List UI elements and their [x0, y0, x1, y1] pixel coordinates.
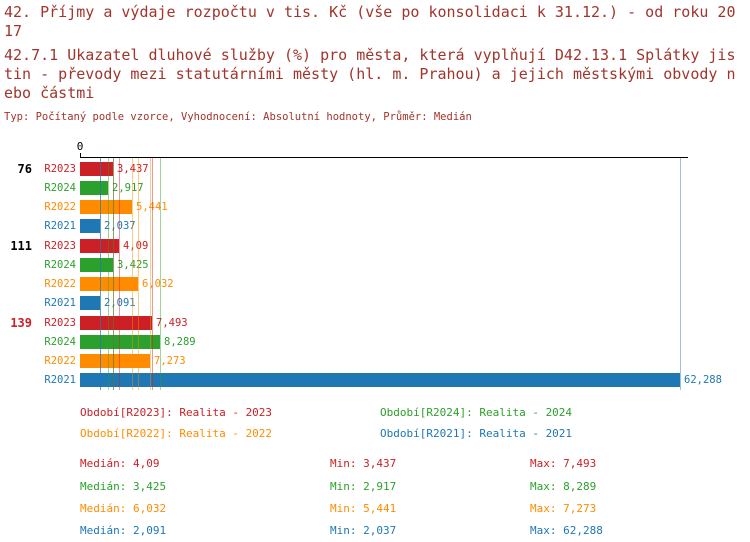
marker-median-R2021	[100, 158, 101, 390]
bar-series-label-R2022: R2022	[44, 355, 76, 367]
bar-139-R2024	[80, 335, 160, 349]
legend-item-R2023: Období[R2023]: Realita - 2023	[80, 406, 273, 419]
stat-max-R2021: Max: 62,288	[530, 524, 603, 537]
legend-item-R2021: Období[R2021]: Realita - 2021	[380, 427, 573, 440]
bar-111-R2021	[80, 296, 100, 310]
group-label-139: 139	[10, 316, 32, 330]
bar-value-label: 2,917	[112, 182, 144, 194]
chart-subtitle: 42.7.1 Ukazatel dluhové služby (%) pro m…	[4, 46, 736, 102]
x-axis-tick	[80, 153, 81, 157]
bar-series-label-R2021: R2021	[44, 220, 76, 232]
stat-max-R2023: Max: 7,493	[530, 457, 597, 470]
stat-min-R2024: Min: 2,917	[330, 480, 397, 493]
x-axis-line	[80, 157, 688, 158]
bar-series-label-R2021: R2021	[44, 297, 76, 309]
bar-76-R2021	[80, 219, 100, 233]
plot-area: 76 R2023 3,437 R2024 2,917 R2022 5,441 R2021 2,0…	[0, 158, 750, 390]
stat-min-R2023: Min: 3,437	[330, 457, 397, 470]
legend: Období[R2023]: Realita - 2023 Období[R202…	[0, 406, 750, 446]
marker-min-R2022	[132, 158, 133, 390]
stats-panel: Medián: 4,09 Min: 3,437 Max: 7,493 Medián: …	[0, 457, 750, 542]
stat-min-R2022: Min: 5,441	[330, 502, 397, 515]
bar-139-R2021	[80, 373, 680, 387]
stat-min-R2021: Min: 2,037	[330, 524, 397, 537]
bar-111-R2024	[80, 258, 113, 272]
bar-111-R2022	[80, 277, 138, 291]
x-axis-zero-label: 0	[76, 140, 84, 153]
group-label-111: 111	[10, 239, 32, 253]
bar-139-R2023	[80, 316, 152, 330]
bar-series-label-R2023: R2023	[44, 163, 76, 175]
group-label-76: 76	[17, 162, 32, 176]
marker-max-R2024	[160, 158, 161, 390]
stat-median-R2021: Medián: 2,091	[80, 524, 167, 537]
bar-series-label-R2022: R2022	[44, 201, 76, 213]
marker-max-R2021	[680, 158, 681, 390]
bar-value-label: 5,441	[136, 201, 168, 213]
bar-value-label: 7,493	[156, 317, 188, 329]
bar-series-label-R2024: R2024	[44, 259, 76, 271]
marker-min-R2023	[113, 158, 114, 390]
bar-series-label-R2023: R2023	[44, 317, 76, 329]
bar-series-label-R2023: R2023	[44, 240, 76, 252]
marker-min-R2024	[108, 158, 109, 390]
marker-max-R2022	[150, 158, 151, 390]
bar-76-R2024	[80, 181, 108, 195]
bar-value-label: 62,288	[684, 374, 722, 386]
chart-title: 42. Příjmy a výdaje rozpočtu v tis. Kč (…	[4, 3, 736, 40]
bar-series-label-R2024: R2024	[44, 336, 76, 348]
bar-value-label: 2,091	[104, 297, 136, 309]
bar-139-R2022	[80, 354, 150, 368]
bar-76-R2023	[80, 162, 113, 176]
bar-value-label: 7,273	[154, 355, 186, 367]
marker-max-R2023	[152, 158, 153, 390]
chart-meta: Typ: Počítaný podle vzorce, Vyhodnocení:…	[4, 111, 472, 123]
legend-item-R2022: Období[R2022]: Realita - 2022	[80, 427, 273, 440]
marker-min-R2021	[100, 158, 101, 390]
bar-value-label: 4,09	[123, 240, 149, 252]
legend-item-R2024: Období[R2024]: Realita - 2024	[380, 406, 573, 419]
bar-value-label: 3,437	[117, 163, 149, 175]
marker-median-R2024	[113, 158, 114, 390]
bar-76-R2022	[80, 200, 132, 214]
bar-value-label: 3,425	[117, 259, 149, 271]
marker-median-R2023	[119, 158, 120, 390]
bar-111-R2023	[80, 239, 119, 253]
bar-value-label: 6,032	[142, 278, 174, 290]
stat-max-R2024: Max: 8,289	[530, 480, 597, 493]
stat-max-R2022: Max: 7,273	[530, 502, 597, 515]
bar-value-label: 8,289	[164, 336, 196, 348]
chart-header: 42. Příjmy a výdaje rozpočtu v tis. Kč (…	[4, 3, 738, 124]
bar-series-label-R2022: R2022	[44, 278, 76, 290]
stat-median-R2022: Medián: 6,032	[80, 502, 167, 515]
stat-median-R2023: Medián: 4,09	[80, 457, 160, 470]
stat-median-R2024: Medián: 3,425	[80, 480, 167, 493]
bar-series-label-R2021: R2021	[44, 374, 76, 386]
bar-value-label: 2,037	[104, 220, 136, 232]
bar-series-label-R2024: R2024	[44, 182, 76, 194]
marker-median-R2022	[138, 158, 139, 390]
